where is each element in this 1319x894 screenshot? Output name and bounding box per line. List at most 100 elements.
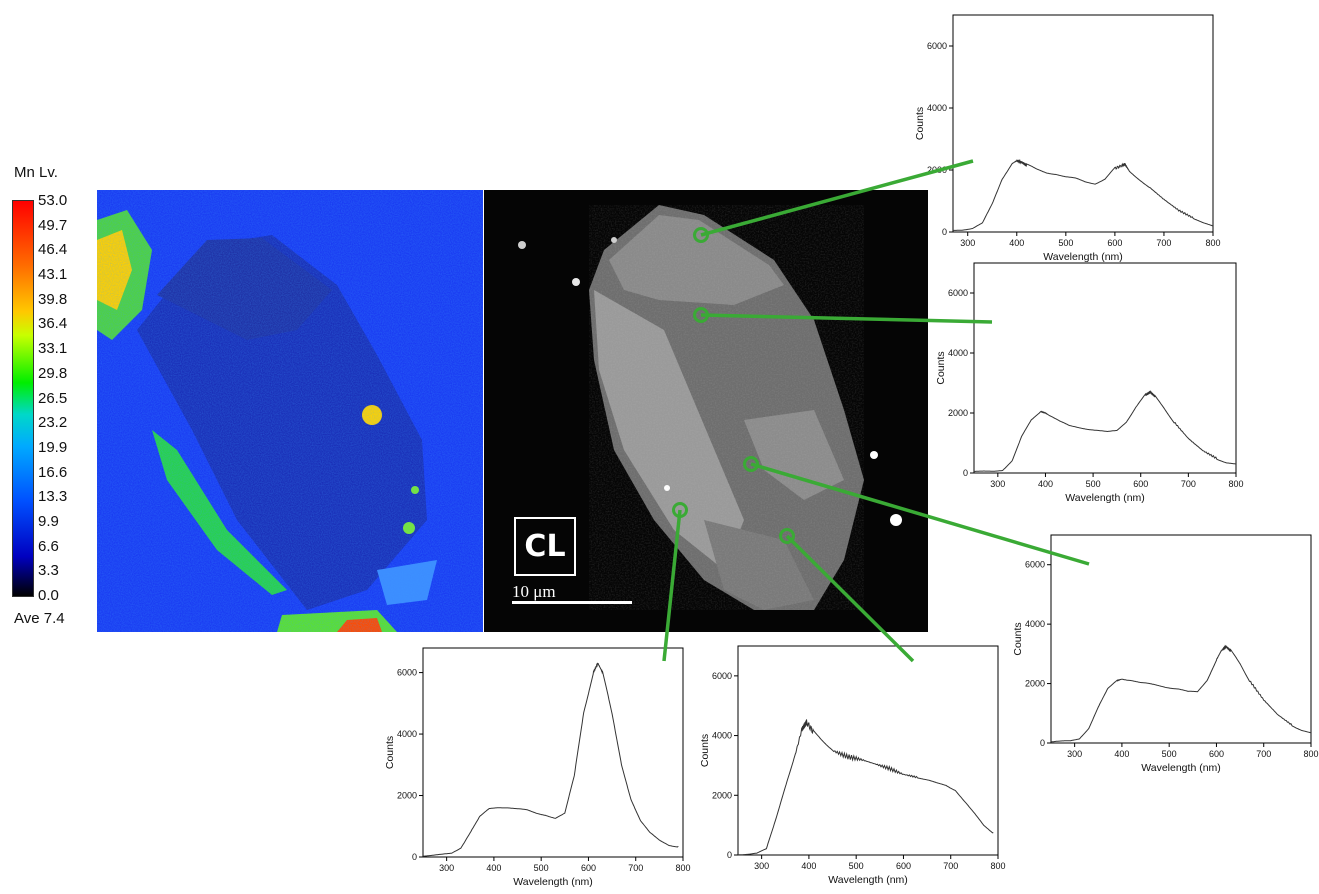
scalebar [512,601,632,604]
y-axis-label: Counts [914,107,926,140]
colorbar-average: Ave 7.4 [14,610,65,627]
y-axis-label: Counts [384,736,396,769]
x-tick-label: 600 [896,861,911,871]
x-tick-label: 700 [628,863,643,873]
x-tick-label: 300 [960,238,975,248]
spectrum-line [422,662,679,857]
spectrum-panel-middle-right: 300 400 500 600 700 800 0 2000 4000 6000 Wavelengt… [926,256,1246,511]
colorbar-tick-label: 39.8 [38,290,68,308]
mn-level-map [97,190,483,632]
x-tick-label: 400 [486,863,501,873]
x-tick-label: 400 [1038,479,1053,489]
x-tick-label: 600 [1133,479,1148,489]
colorbar-tick-label: 23.2 [38,414,68,432]
plot-frame [422,647,684,858]
x-axis-label: Wavelength (nm) [513,876,593,888]
colorbar-tick-label: 19.9 [38,438,68,456]
measurement-marker [743,456,759,472]
y-tick-label: 0 [412,852,417,862]
leader-line [785,534,915,663]
y-tick-label: 6000 [948,288,968,298]
colorbar-tick-label: 43.1 [38,266,68,284]
measurement-marker [672,502,688,518]
x-tick-label: 600 [581,863,596,873]
colorbar-tick-label: 49.7 [38,216,68,234]
y-tick-label: 2000 [1025,679,1045,689]
y-tick-label: 4000 [1025,619,1045,629]
x-tick-label: 300 [1067,749,1082,759]
measurement-marker [693,227,709,243]
x-tick-label: 500 [534,863,549,873]
x-tick-label: 800 [1205,238,1220,248]
x-tick-label: 700 [1156,238,1171,248]
plot-frame [1050,534,1312,744]
colorbar-tick-label: 33.1 [38,340,68,358]
x-tick-label: 700 [1256,749,1271,759]
y-tick-label: 0 [1040,738,1045,748]
y-tick-label: 0 [727,850,732,860]
spectrum-line [1050,644,1311,743]
x-axis-label: Wavelength (nm) [1141,762,1221,774]
y-tick-label: 2000 [712,790,732,800]
colorbar-tick-label: 36.4 [38,315,68,333]
x-tick-label: 800 [990,861,1005,871]
cl-label: CL [514,517,576,576]
y-tick-label: 4000 [948,348,968,358]
y-tick-label: 0 [963,468,968,478]
x-tick-label: 300 [990,479,1005,489]
y-tick-label: 0 [942,227,947,237]
x-tick-label: 400 [801,861,816,871]
spectrum-panel-lower-right: 300 400 500 600 700 800 0 2000 4000 6000 Wavelengt… [1008,528,1319,783]
y-tick-label: 4000 [927,103,947,113]
x-tick-label: 500 [1058,238,1073,248]
x-tick-label: 500 [1086,479,1101,489]
cl-image [484,190,928,632]
y-tick-label: 6000 [927,41,947,51]
x-tick-label: 800 [1228,479,1243,489]
y-tick-label: 6000 [397,668,417,678]
colorbar-tick-label: 9.9 [38,512,59,530]
y-tick-label: 2000 [948,408,968,418]
y-axis-label: Counts [699,734,711,767]
colorbar-tick-label: 53.0 [38,192,68,209]
x-tick-label: 500 [1162,749,1177,759]
colorbar [12,200,34,597]
spectrum-line [738,719,994,856]
y-tick-label: 6000 [712,671,732,681]
colorbar-tick-label: 0.0 [38,587,59,604]
colorbar-tick-label: 29.8 [38,364,68,382]
spectrum-panel-bottom-left: 300 400 500 600 700 800 0 2000 4000 6000 Wavelengt… [380,640,700,889]
leader-line [662,509,682,662]
y-tick-label: 4000 [397,729,417,739]
x-tick-label: 600 [1107,238,1122,248]
leader-line [700,159,974,237]
leader-line [700,313,993,324]
scalebar-label: 10 μm [512,582,556,601]
x-tick-label: 400 [1009,238,1024,248]
colorbar-tick-label: 46.4 [38,241,68,259]
colorbar-tick-label: 3.3 [38,562,59,580]
x-tick-label: 500 [849,861,864,871]
leader-line [750,462,1090,566]
spectrum-panel-bottom-middle: 300 400 500 600 700 800 0 2000 4000 6000 Wavelengt… [696,638,1016,889]
colorbar-tick-label: 16.6 [38,463,68,481]
y-tick-label: 2000 [397,791,417,801]
spectrum-line [953,159,1214,231]
plot-frame [952,14,1214,233]
x-axis-label: Wavelength (nm) [1065,492,1145,504]
spectrum-line [973,390,1237,472]
x-tick-label: 300 [439,863,454,873]
x-tick-label: 700 [943,861,958,871]
measurement-marker [779,528,795,544]
colorbar-tick-label: 6.6 [38,537,59,555]
x-tick-label: 800 [675,863,690,873]
plot-frame [737,645,999,856]
x-tick-label: 600 [1209,749,1224,759]
colorbar-title: Mn Lv. [14,164,58,181]
x-tick-label: 300 [754,861,769,871]
x-tick-label: 400 [1114,749,1129,759]
x-axis-label: Wavelength (nm) [1043,251,1123,263]
colorbar-tick-label: 26.5 [38,389,68,407]
y-axis-label: Counts [1012,622,1024,655]
